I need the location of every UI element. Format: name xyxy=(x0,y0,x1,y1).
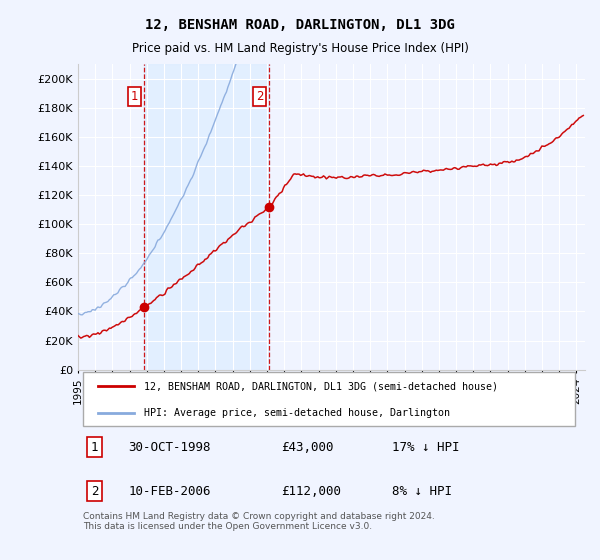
Text: Contains HM Land Registry data © Crown copyright and database right 2024.
This d: Contains HM Land Registry data © Crown c… xyxy=(83,512,435,531)
Bar xyxy=(144,64,269,370)
Text: 1: 1 xyxy=(131,90,138,103)
Text: HPI: Average price, semi-detached house, Darlington: HPI: Average price, semi-detached house,… xyxy=(144,408,450,418)
Text: 12, BENSHAM ROAD, DARLINGTON, DL1 3DG: 12, BENSHAM ROAD, DARLINGTON, DL1 3DG xyxy=(145,18,455,32)
Text: 17% ↓ HPI: 17% ↓ HPI xyxy=(392,441,460,454)
Text: 10-FEB-2006: 10-FEB-2006 xyxy=(128,484,211,498)
Text: Price paid vs. HM Land Registry's House Price Index (HPI): Price paid vs. HM Land Registry's House … xyxy=(131,42,469,55)
Text: 8% ↓ HPI: 8% ↓ HPI xyxy=(392,484,452,498)
Text: £43,000: £43,000 xyxy=(281,441,334,454)
Text: 2: 2 xyxy=(91,484,98,498)
Text: 12, BENSHAM ROAD, DARLINGTON, DL1 3DG (semi-detached house): 12, BENSHAM ROAD, DARLINGTON, DL1 3DG (s… xyxy=(144,381,498,391)
Text: £112,000: £112,000 xyxy=(281,484,341,498)
Text: 1: 1 xyxy=(91,441,98,454)
Text: 2: 2 xyxy=(256,90,263,103)
Text: 30-OCT-1998: 30-OCT-1998 xyxy=(128,441,211,454)
FancyBboxPatch shape xyxy=(83,372,575,426)
